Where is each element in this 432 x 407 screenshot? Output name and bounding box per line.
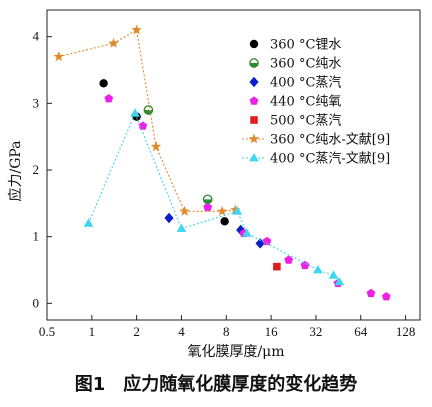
data-point [366,288,376,298]
data-point [232,206,243,215]
legend-marker [249,39,259,49]
data-point [216,205,228,216]
data-point [242,228,252,237]
data-point [203,202,213,212]
y-tick-label: 0 [33,295,40,310]
data-point [255,238,265,249]
legend-marker [250,116,258,124]
data-point [83,218,94,227]
legend-marker [249,58,259,68]
x-axis-title: 氧化膜厚度/μm [187,344,284,360]
legend-label: 400 °C蒸汽-文献[9] [270,152,390,167]
axis-layer: 0.5 1 2 4 8 16 32 64 128 0 1 2 3 4 [33,29,416,339]
data-point [313,264,323,274]
x-tick-label: 2 [133,324,140,339]
x-tick-label: 4 [178,324,185,339]
data-point [273,262,281,271]
legend: 360 °C锂水 360 °C纯水 400 °C蒸汽 440 °C纯氧 500 °C蒸汽… [242,38,390,167]
data-point [262,236,272,246]
legend-item-1: 360 °C锂水 [249,38,341,53]
y-axis-title: 应力/GPa [7,140,24,201]
y-tick-label: 1 [33,229,40,244]
legend-item-7: 400 °C蒸汽-文献[9] [242,152,390,167]
data-point [130,108,140,117]
data-point [138,121,148,130]
chart: 0.5 1 2 4 8 16 32 64 128 0 1 2 3 4 360 °C锂水 360 °C纯水 40… [7,9,421,360]
series-2 [143,105,213,205]
legend-item-4: 440 °C纯氧 [249,95,341,110]
data-point [202,194,213,205]
legend-marker [248,133,260,144]
data-point [381,292,391,301]
data-point [334,276,345,286]
y-tick-label: 2 [33,162,40,177]
data-point [131,24,142,35]
y-tick-label: 3 [33,95,40,110]
legend-item-2: 360 °C纯水 [249,57,341,72]
series-7 [83,108,345,286]
data-point [164,212,174,224]
figure-caption: 图1 应力随氧化膜厚度的变化趋势 [74,374,358,395]
y-tick-label: 4 [33,29,40,44]
data-point [143,105,154,115]
legend-item-6: 360 °C纯水-文献[9] [242,133,390,148]
legend-label: 440 °C纯氧 [270,95,341,110]
legend-marker [249,96,259,105]
data-point [220,217,229,226]
plot-frame [46,9,421,321]
legend-item-5: 500 °C蒸汽 [250,114,341,129]
series-6 [53,24,241,216]
legend-label: 500 °C蒸汽 [270,114,341,129]
x-tick-label: 0.5 [39,324,55,339]
data-point [150,141,162,152]
legend-label: 360 °C纯水-文献[9] [270,133,390,148]
legend-marker [249,76,259,88]
series-line [87,111,340,283]
data-point [300,260,310,270]
data-point [108,37,119,48]
x-tick-label: 64 [354,324,368,339]
legend-item-3: 400 °C蒸汽 [249,76,341,91]
data-point [284,255,294,264]
x-tick-label: 128 [396,324,416,339]
x-tick-label: 32 [309,324,322,339]
x-tick-label: 16 [265,324,279,339]
data-point [179,205,190,216]
series-5 [273,262,281,271]
data-point [328,270,339,279]
legend-label: 360 °C纯水 [270,57,341,72]
data-point [176,223,187,233]
data-point [230,204,241,215]
legend-label: 360 °C锂水 [270,38,341,53]
data-point [53,51,64,62]
series-layer [53,24,391,301]
x-tick-label: 1 [89,324,96,339]
data-point [99,79,108,88]
legend-marker [249,152,259,162]
data-point [104,94,114,103]
plot-area [46,9,421,321]
x-tick-label: 8 [223,324,230,339]
legend-label: 400 °C蒸汽 [270,76,341,91]
